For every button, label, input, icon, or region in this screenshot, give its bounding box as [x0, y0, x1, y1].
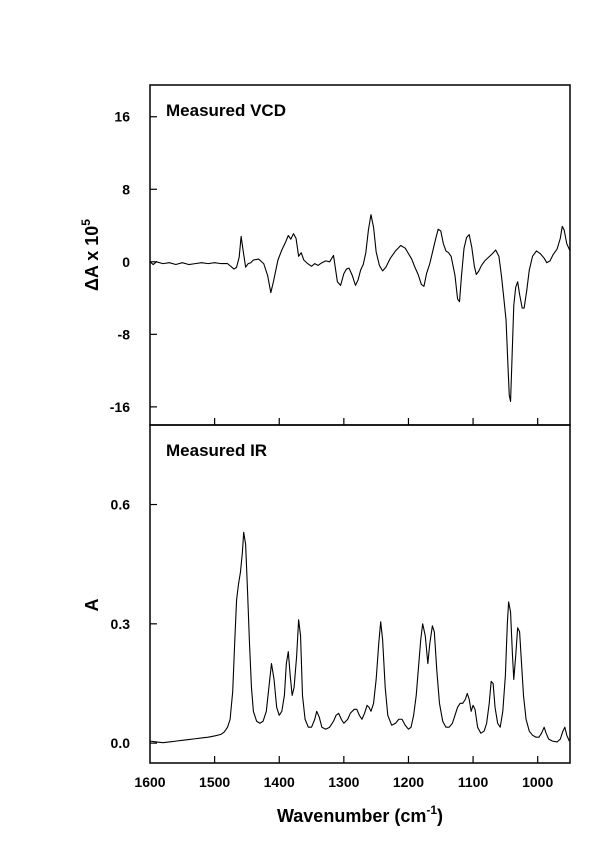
ir-x-tick-label: 1600: [134, 774, 165, 790]
ir-x-tick-label: 1500: [199, 774, 230, 790]
vcd-y-tick-label: 8: [122, 181, 130, 197]
vcd-panel-title: Measured VCD: [166, 101, 286, 120]
vcd-plot-frame: [149, 84, 571, 426]
ir-y-tick-label: 0.0: [111, 735, 131, 751]
ir-x-tick-label: 1400: [264, 774, 295, 790]
vcd-x-ticks: [214, 418, 539, 425]
ir-x-tick-label: 1200: [393, 774, 424, 790]
vcd-y-ticks: 16 8 0 -8 -16: [110, 109, 157, 415]
ir-series-line: [149, 531, 570, 744]
ir-panel: 0.0 0.3 0.6 1600 1500 1400 1300 1200 1100 1000 M…: [82, 424, 571, 826]
ir-y-tick-label: 0.3: [111, 616, 131, 632]
ir-x-tick-label: 1000: [522, 774, 553, 790]
ir-y-tick-label: 0.6: [111, 497, 131, 513]
vcd-y-tick-label: 16: [114, 109, 130, 125]
vcd-y-tick-label: -16: [110, 399, 130, 415]
vcd-y-tick-label: 0: [122, 254, 130, 270]
ir-y-axis-title: A: [82, 599, 102, 612]
vcd-y-tick-label: -8: [118, 326, 131, 342]
ir-x-ticks: 1600 1500 1400 1300 1200 1100 1000: [134, 756, 553, 790]
ir-y-ticks: 0.0 0.3 0.6: [111, 497, 157, 751]
vcd-y-axis-title: ΔA x 105: [79, 219, 102, 291]
ir-plot-frame: [149, 424, 571, 764]
vcd-series-line: [149, 214, 571, 402]
ir-x-tick-label: 1100: [458, 774, 489, 790]
x-axis-title: Wavenumber (cm-1): [277, 803, 443, 826]
ir-x-tick-label: 1300: [328, 774, 359, 790]
vcd-panel: 16 8 0 -8 -16 Measured VCD ΔA x 105: [79, 84, 571, 426]
ir-panel-title: Measured IR: [166, 441, 267, 460]
